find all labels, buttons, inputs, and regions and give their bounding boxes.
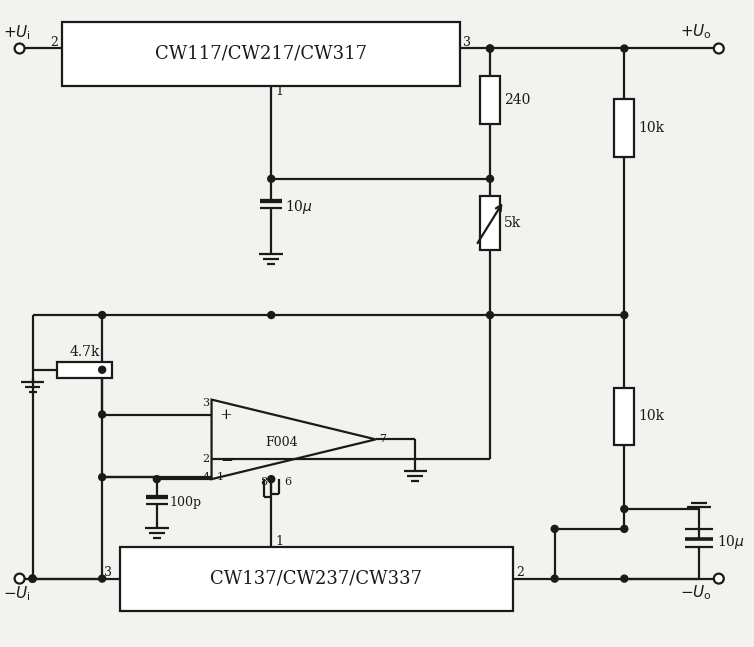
Circle shape (621, 505, 628, 512)
Bar (480, 195, 500, 250)
Circle shape (714, 43, 724, 54)
Circle shape (621, 525, 628, 532)
Text: CW137/CW237/CW337: CW137/CW237/CW337 (210, 569, 422, 587)
Circle shape (14, 43, 25, 54)
Text: $+U_{\rm o}$: $+U_{\rm o}$ (680, 22, 712, 41)
Bar (120, 547, 513, 611)
Text: 10k: 10k (638, 121, 664, 135)
Text: +: + (219, 408, 232, 421)
Text: $-$: $-$ (219, 452, 233, 466)
Circle shape (99, 366, 106, 373)
Text: 240: 240 (504, 93, 530, 107)
Circle shape (268, 312, 274, 318)
Text: 2: 2 (516, 566, 524, 579)
Text: $-U_{\rm i}$: $-U_{\rm i}$ (3, 584, 31, 603)
Circle shape (29, 575, 36, 582)
Text: 100p: 100p (170, 496, 202, 509)
Text: 1: 1 (275, 85, 284, 98)
Text: 4: 4 (202, 472, 210, 482)
Circle shape (551, 525, 558, 532)
Text: 6: 6 (284, 477, 291, 487)
Bar (480, 76, 500, 124)
Circle shape (99, 411, 106, 418)
Text: 10$\mu$: 10$\mu$ (285, 197, 313, 215)
Text: F004: F004 (265, 436, 298, 449)
Text: CW117/CW217/CW317: CW117/CW217/CW317 (155, 45, 367, 63)
Text: 2: 2 (202, 454, 210, 465)
Bar (615, 99, 634, 157)
Circle shape (268, 476, 274, 483)
Text: 2: 2 (51, 36, 58, 49)
Circle shape (14, 574, 25, 584)
Circle shape (714, 574, 724, 584)
Text: 5k: 5k (504, 216, 521, 230)
Circle shape (153, 476, 161, 483)
Text: 3: 3 (202, 397, 210, 408)
Circle shape (99, 474, 106, 481)
Circle shape (29, 575, 36, 582)
Text: 3: 3 (463, 36, 471, 49)
Text: 10k: 10k (638, 410, 664, 424)
Text: 1: 1 (216, 472, 224, 482)
Bar (63, 21, 460, 86)
Circle shape (29, 575, 36, 582)
Circle shape (551, 575, 558, 582)
Circle shape (621, 312, 628, 318)
Text: $+U_{\rm i}$: $+U_{\rm i}$ (3, 23, 31, 42)
Circle shape (486, 45, 494, 52)
Text: 3: 3 (104, 566, 112, 579)
Text: 1: 1 (275, 535, 284, 548)
Text: 10$\mu$: 10$\mu$ (717, 533, 745, 551)
Circle shape (486, 312, 494, 318)
Circle shape (268, 175, 274, 182)
Text: 4.7k: 4.7k (69, 345, 100, 359)
Circle shape (486, 175, 494, 182)
Circle shape (486, 45, 494, 52)
Circle shape (621, 45, 628, 52)
Circle shape (99, 575, 106, 582)
Circle shape (621, 575, 628, 582)
Bar (615, 388, 634, 445)
Text: 7: 7 (379, 434, 385, 444)
Bar (57, 362, 112, 378)
Text: 8: 8 (261, 477, 268, 487)
Text: $-U_{\rm o}$: $-U_{\rm o}$ (680, 583, 712, 602)
Circle shape (99, 312, 106, 318)
